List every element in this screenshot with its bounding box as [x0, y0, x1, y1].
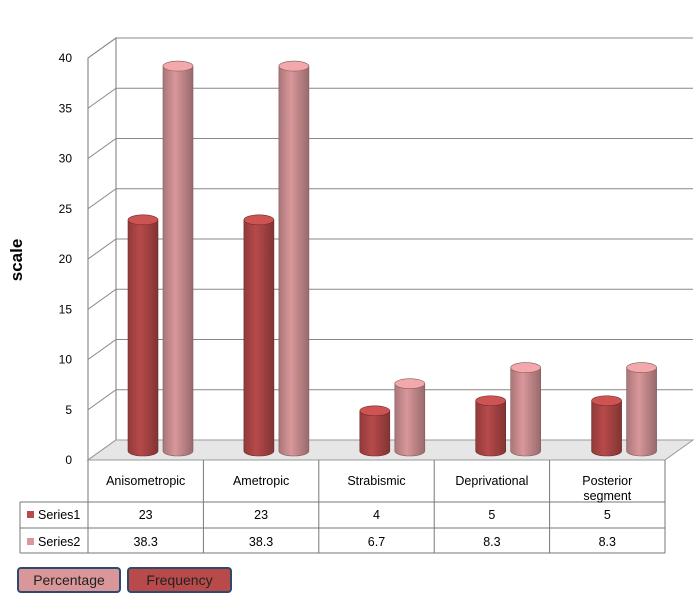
table-legend-key [27, 511, 34, 518]
gridline [87, 288, 693, 310]
gridline [87, 238, 693, 260]
y-tick-label: 0 [65, 453, 72, 467]
percentage-legend-button[interactable]: Percentage [17, 567, 121, 593]
category-label-line: segment [583, 489, 631, 503]
bar-series2-3 [510, 367, 541, 457]
table-cell: 4 [373, 508, 380, 522]
bar-series1-4 [591, 400, 622, 457]
bar-top-series1-4 [591, 395, 622, 407]
bar-series1-1 [243, 219, 275, 457]
percentage-legend-label: Percentage [33, 572, 105, 588]
category-label: Posterior segment [582, 474, 632, 503]
y-tick-label: 5 [65, 403, 72, 417]
data-table: Anisometropic Ametropic Strabismic Deprivat… [19, 460, 666, 554]
y-tick-label: 25 [59, 202, 73, 216]
bar-series1-0 [127, 219, 159, 457]
y-tick-label: 30 [59, 152, 73, 166]
bar-top-series2-0 [162, 60, 194, 72]
bars-layer [127, 60, 657, 457]
table-cell: 5 [488, 508, 495, 522]
bar-top-series2-2 [394, 378, 426, 389]
table-cell: 23 [254, 508, 268, 522]
bar-series2-1 [278, 65, 310, 457]
table-legend-key [27, 538, 34, 545]
bar-series1-3 [475, 400, 506, 457]
bar-top-series1-1 [243, 214, 275, 226]
bar-series2-2 [394, 383, 426, 457]
bar-top-series2-3 [510, 362, 542, 373]
frequency-legend-label: Frequency [146, 572, 213, 588]
table-series-label: Series2 [38, 535, 80, 549]
table-cell: 8.3 [599, 535, 616, 549]
y-tick-label: 15 [59, 302, 73, 316]
floor [86, 439, 695, 461]
bar-top-series1-2 [359, 405, 391, 417]
y-tick-label: 40 [59, 51, 73, 65]
gridline [87, 37, 693, 59]
gridline [87, 87, 693, 109]
table-series-label: Series1 [38, 508, 80, 522]
table-cell: 5 [604, 508, 611, 522]
bar-top-series1-3 [475, 395, 507, 407]
y-tick-label: 35 [59, 101, 73, 115]
grid-layer: 0 5 10 15 20 25 30 35 40 [59, 37, 695, 467]
gridline [87, 138, 693, 159]
y-tick-label: 10 [59, 353, 73, 367]
bar-series1-2 [359, 410, 391, 457]
frequency-legend-button[interactable]: Frequency [127, 567, 232, 593]
bar-top-series2-1 [278, 60, 310, 72]
gridline [87, 188, 693, 210]
gridline [87, 339, 693, 360]
bar-top-series1-0 [127, 214, 159, 226]
bar-series2-0 [162, 65, 194, 457]
category-label-line: Posterior [582, 474, 632, 488]
gridline [87, 389, 693, 411]
bar-top-series2-4 [626, 362, 657, 373]
category-label: Ametropic [233, 474, 289, 488]
category-label: Deprivational [455, 474, 528, 488]
table-cell: 6.7 [368, 535, 385, 549]
table-cell: 8.3 [483, 535, 500, 549]
bar-series2-4 [626, 367, 657, 457]
category-label: Anisometropic [106, 474, 185, 488]
table-cell: 38.3 [134, 535, 158, 549]
table-cell: 38.3 [249, 535, 273, 549]
y-tick-label: 20 [59, 252, 73, 266]
table-cell: 23 [139, 508, 153, 522]
category-label: Strabismic [347, 474, 405, 488]
y-axis-label: scale [7, 239, 26, 282]
